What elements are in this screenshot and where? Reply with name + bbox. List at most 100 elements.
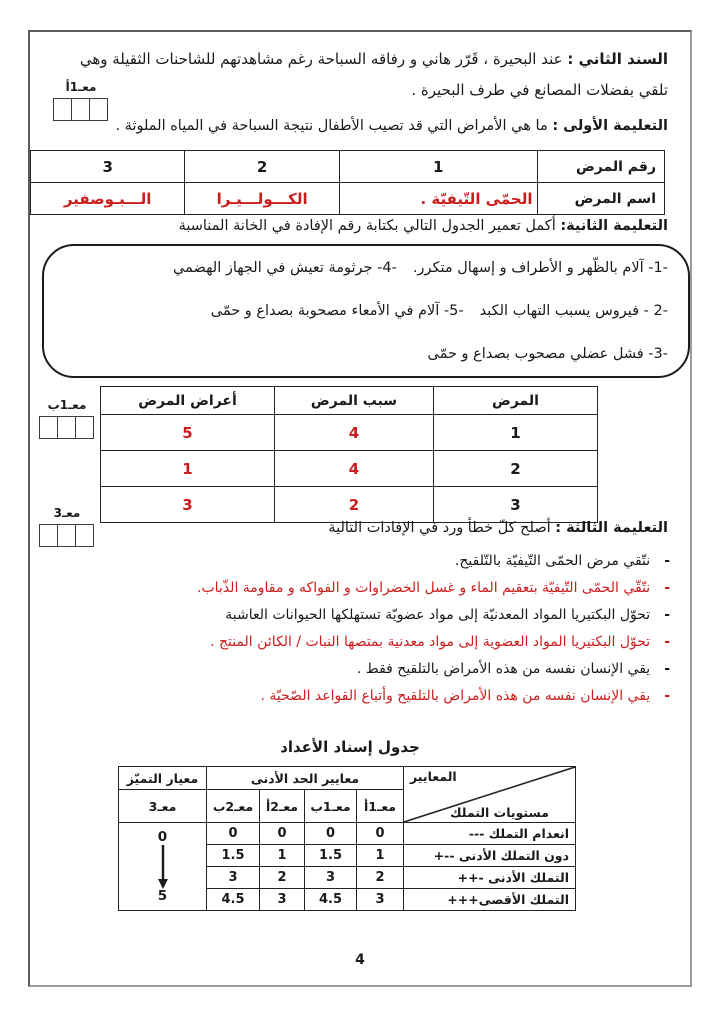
disease-name-cell: الحمّى التّيفيّة . [338, 182, 538, 215]
excellence-range-from: 0 [157, 828, 168, 845]
criterion-header: معـ2أ [259, 789, 305, 823]
hints-box: -1- آلام بالظّهر و الأطراف و إسهال متكرر… [42, 244, 690, 378]
cause-cell: 2 [274, 486, 434, 523]
symptoms-cell: 5 [100, 414, 275, 451]
table-row: رقم المرض 1 2 3 [29, 150, 665, 183]
score-cell: 0 [356, 822, 404, 845]
cause-cell: 4 [274, 414, 434, 451]
statements-list: نتّقي مرض الحمّى التّيفيّة بالتّلقيح. نت… [42, 548, 670, 710]
instruction-1-text: ما هي الأمراض التي قد تصيب الأطفال نتيجة… [115, 118, 548, 134]
cause-cell: 4 [274, 450, 434, 487]
symptoms-cell: 1 [100, 450, 275, 487]
score-boxes-1b [39, 416, 94, 439]
answers-table: المرض سبب المرض أعراض المرض 1 4 5 2 4 1 … [100, 386, 598, 523]
minimum-criteria-header: معايير الحد الأدنى [206, 766, 404, 790]
hint-item-5: -5- آلام في الأمعاء مصحوبة بصداع و حمّى [210, 303, 464, 319]
disease-cell: 3 [433, 486, 598, 523]
answers-header-disease: المرض [433, 386, 598, 415]
score-boxes-3 [39, 524, 94, 547]
table-header-row: معـ1أ معـ1ب معـ2أ معـ2ب معـ3 [118, 789, 576, 823]
excellence-range-cell: 0 5 [118, 822, 207, 911]
mastery-level-label: دون التملك الأدنى --+ [403, 844, 576, 867]
down-arrow-icon [157, 844, 168, 889]
table-row: انعدام التملك --- 0 0 0 0 0 5 [118, 822, 576, 911]
statement-item: تحوّل البكتيريا المواد العضوية إلى مواد … [42, 629, 670, 656]
score-cell: 3 [259, 888, 305, 911]
table-row: التملك الأدنى -++ 2 3 2 3 [119, 866, 576, 889]
page-number: 4 [355, 952, 365, 968]
table-row: التملك الأقصى+++ 3 4.5 3 4.5 [119, 888, 576, 911]
score-cell: 4.5 [206, 888, 260, 911]
disease-cell: 1 [433, 414, 598, 451]
score-box [57, 524, 76, 547]
score-box [89, 98, 108, 121]
score-marker-3: معـ3 [39, 506, 94, 547]
statement-item: يقي الإنسان نفسه من هذه الأمراض بالتلقيح… [42, 683, 670, 710]
score-cell: 0 [206, 822, 260, 845]
score-cell: 3 [356, 888, 404, 911]
score-marker-1a-label: معـ1أ [65, 80, 97, 94]
instruction-1: التعليمة الأولى : ما هي الأمراض التي قد … [115, 118, 668, 134]
disease-number-cell: 3 [29, 150, 186, 183]
score-cell: 3 [304, 866, 357, 889]
intro-paragraph: السند الثاني : عند البحيرة ، قَرّر هاني … [62, 44, 668, 106]
instruction-2-text: أكمل تعمير الجدول التالي بكتابة رقم الإف… [178, 218, 556, 234]
excellence-range-to: 5 [157, 887, 168, 904]
table-row: 1 4 5 [100, 414, 598, 451]
score-box [39, 524, 58, 547]
score-cell: 1 [356, 844, 404, 867]
statement-item: نتّقي مرض الحمّى التّيفيّة بالتّلقيح. [42, 548, 670, 575]
hint-item-2: -2 - فيروس يسبب التهاب الكبد [479, 303, 668, 319]
mastery-level-label: انعدام التملك --- [403, 822, 576, 845]
excellence-range: 0 5 [121, 828, 204, 904]
answers-header-cause: سبب المرض [274, 386, 434, 415]
instruction-2-label: التعليمة الثانية: [560, 218, 668, 234]
diagonal-line [404, 767, 575, 822]
disease-names-table: رقم المرض 1 2 3 اسم المرض الحمّى التّيفي… [29, 150, 665, 215]
score-cell: 4.5 [304, 888, 357, 911]
excellence-criteria-header: معيار التميّز [118, 766, 207, 790]
table-row: اسم المرض الحمّى التّيفيّة . الكـــولـــ… [29, 182, 665, 215]
score-marker-3-label: معـ3 [53, 506, 81, 520]
grading-table: المعايير مستويات التملك معايير الحد الأد… [118, 766, 576, 911]
intro-text: عند البحيرة ، قَرّر هاني و رفاقه السباحة… [79, 50, 668, 99]
score-cell: 1 [259, 844, 305, 867]
hints-row-2: -2 - فيروس يسبب التهاب الكبد -5- آلام في… [64, 298, 668, 324]
mastery-level-label: التملك الأدنى -++ [403, 866, 576, 889]
disease-name-cell: الـــبـوصفير [29, 182, 186, 215]
statement-item: نتّقّي الحمّى التّيفيّة بتعقيم الماء و غ… [42, 575, 670, 602]
disease-number-cell: 1 [338, 150, 538, 183]
disease-name-header: اسم المرض [536, 182, 665, 215]
page-frame: السند الثاني : عند البحيرة ، قَرّر هاني … [28, 30, 692, 987]
instruction-1-label: التعليمة الأولى : [552, 118, 668, 134]
score-cell: 2 [259, 866, 305, 889]
score-box [53, 98, 72, 121]
score-cell: 0 [259, 822, 305, 845]
diagonal-header-cell: المعايير مستويات التملك [403, 766, 576, 823]
instruction-3-text: أصلح كلّ خطأ ورد في الإفادات التالية [328, 520, 551, 536]
score-box [75, 416, 94, 439]
mastery-levels-label: مستويات التملك [450, 805, 549, 820]
symptoms-cell: 3 [100, 486, 275, 523]
table-row: دون التملك الأدنى --+ 1 1.5 1 1.5 [119, 844, 576, 867]
excellence-criterion-header: معـ3 [118, 789, 207, 823]
hints-row-3: -3- فشل عضلي مصحوب بصداع و حمّى [64, 341, 669, 367]
criterion-header: معـ1أ [356, 789, 404, 823]
score-marker-1b: معـ1ب [39, 398, 94, 439]
criterion-header: معـ1ب [304, 789, 357, 823]
score-box [71, 98, 90, 121]
table-row: 3 2 3 [100, 486, 598, 523]
table-header-row: المرض سبب المرض أعراض المرض [100, 386, 598, 415]
score-cell: 2 [356, 866, 404, 889]
mastery-level-label: التملك الأقصى+++ [403, 888, 576, 911]
score-box [75, 524, 94, 547]
instruction-3-label: التعليمة الثالثة : [555, 520, 668, 536]
instruction-3: التعليمة الثالثة : أصلح كلّ خطأ ورد في ا… [328, 520, 668, 536]
hints-row-1: -1- آلام بالظّهر و الأطراف و إسهال متكرر… [64, 255, 668, 281]
score-cell: 3 [206, 866, 260, 889]
hint-item-1: -1- آلام بالظّهر و الأطراف و إسهال متكرر… [412, 260, 668, 276]
instruction-2: التعليمة الثانية: أكمل تعمير الجدول التا… [179, 218, 668, 234]
table-row: 2 4 1 [100, 450, 598, 487]
disease-name-cell: الكـــولـــيـرا [184, 182, 340, 215]
score-box [39, 416, 58, 439]
